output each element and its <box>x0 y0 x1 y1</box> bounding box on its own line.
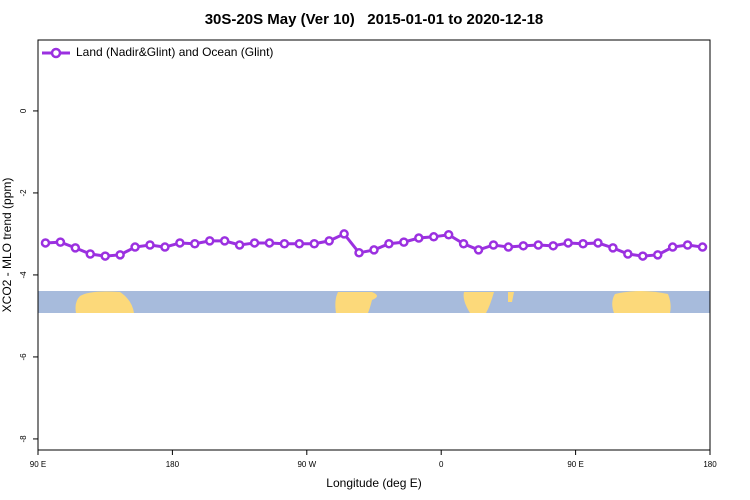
data-point <box>443 230 454 240</box>
y-tick-label: -4 <box>19 271 28 279</box>
data-point <box>190 239 200 249</box>
data-point <box>175 238 185 248</box>
data-point <box>100 251 110 261</box>
x-axis-label: Longitude (deg E) <box>326 476 421 490</box>
data-point <box>234 240 245 250</box>
chart-title: 30S-20S May (Ver 10) 2015-01-01 to 2020-… <box>205 11 544 28</box>
x-tick-label: 180 <box>166 460 180 469</box>
data-point <box>294 239 305 249</box>
data-point <box>518 241 529 251</box>
x-tick-label: 90 E <box>567 460 583 469</box>
data-point <box>414 233 424 243</box>
data-point <box>608 243 618 253</box>
data-point <box>458 239 469 249</box>
data-point <box>279 239 290 249</box>
data-point <box>130 242 140 252</box>
data-point <box>399 237 409 247</box>
legend-label: Land (Nadir&Glint) and Ocean (Glint) <box>76 45 273 59</box>
data-point <box>548 241 558 251</box>
data-point <box>324 236 334 246</box>
data-point <box>160 242 170 252</box>
y-tick-label: -8 <box>19 435 28 443</box>
data-point <box>145 240 155 250</box>
x-tick-label: 0 <box>439 460 444 469</box>
data-point <box>428 232 439 242</box>
y-tick-label: 0 <box>19 108 28 113</box>
data-point <box>384 239 394 249</box>
data-point <box>488 240 499 250</box>
data-point <box>652 250 663 260</box>
data-point <box>533 240 544 250</box>
legend-marker <box>50 47 62 59</box>
y-axis-label: XCO2 - MLO trend (ppm) <box>0 178 14 313</box>
x-tick-label: 180 <box>703 460 717 469</box>
data-point <box>503 242 514 252</box>
data-point <box>638 251 648 261</box>
y-tick-label: -2 <box>19 189 28 197</box>
data-point <box>623 249 633 259</box>
data-point <box>593 238 603 248</box>
data-point <box>473 245 484 255</box>
plot-frame <box>37 39 711 451</box>
y-tick-label: -6 <box>19 353 28 361</box>
legend: Land (Nadir&Glint) and Ocean (Glint) <box>42 45 273 59</box>
data-point <box>563 238 573 248</box>
data-point <box>40 238 51 248</box>
data-point <box>309 239 320 249</box>
data-point <box>115 250 125 260</box>
data-point <box>697 242 708 252</box>
data-point <box>70 243 81 253</box>
data-point <box>204 236 215 246</box>
data-point <box>667 242 678 252</box>
data-point <box>369 245 379 255</box>
data-point <box>264 238 275 248</box>
data-point <box>219 236 230 246</box>
data-point <box>578 239 588 249</box>
data-point <box>55 237 66 247</box>
data-point <box>682 240 693 250</box>
data-point <box>339 229 349 239</box>
x-tick-label: 90 E <box>30 460 46 469</box>
data-point <box>249 238 260 248</box>
land-ocean-map <box>38 291 710 313</box>
data-point <box>85 249 96 259</box>
x-tick-label: 90 W <box>297 460 316 469</box>
data-point <box>354 248 364 258</box>
